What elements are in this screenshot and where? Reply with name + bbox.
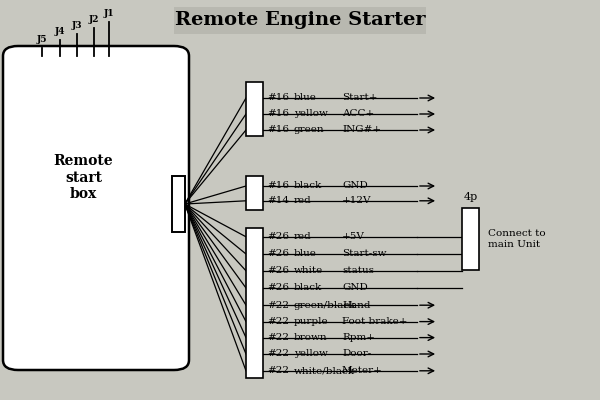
Text: +12V: +12V [342,196,371,205]
Text: Connect to
main Unit: Connect to main Unit [488,229,545,249]
Text: red: red [294,232,312,241]
Text: #22: #22 [267,301,289,310]
Text: #14: #14 [267,196,289,205]
Text: 4p: 4p [463,192,478,202]
Text: #26: #26 [267,232,289,241]
Bar [246,176,263,210]
Text: Remote
start
box: Remote start box [54,154,113,201]
Text: #22: #22 [267,366,289,375]
Text: J2: J2 [88,15,99,24]
Text: #22: #22 [267,333,289,342]
Text: #22: #22 [267,317,289,326]
Text: J5: J5 [37,35,47,44]
Text: Rpm+: Rpm+ [342,333,375,342]
Bar [246,82,263,136]
Text: blue: blue [294,94,317,102]
Text: +5V: +5V [342,232,365,241]
Text: brown: brown [294,333,328,342]
Text: Hand-: Hand- [342,301,374,310]
Text: #16: #16 [267,126,289,134]
Text: Foot brake+: Foot brake+ [342,317,407,326]
Text: Remote Engine Starter: Remote Engine Starter [175,11,425,29]
Text: Start+: Start+ [342,94,377,102]
Text: black: black [294,182,322,190]
Text: #16: #16 [267,94,289,102]
Text: GND: GND [342,284,368,292]
Bar [172,176,185,232]
Text: ING#+: ING#+ [342,126,381,134]
Text: #26: #26 [267,266,289,275]
Text: yellow: yellow [294,110,328,118]
Text: Meter+: Meter+ [342,366,383,375]
Text: white/black: white/black [294,366,355,375]
Text: Door-: Door- [342,350,371,358]
Text: yellow: yellow [294,350,328,358]
Text: GND: GND [342,182,368,190]
Text: white: white [294,266,323,275]
Text: green/black: green/black [294,301,356,310]
Text: #26: #26 [267,250,289,258]
FancyBboxPatch shape [3,46,189,370]
Bar [462,208,479,270]
Bar [246,228,263,378]
Text: J4: J4 [55,27,65,36]
Text: status: status [342,266,374,275]
Text: purple: purple [294,317,329,326]
Text: green: green [294,126,325,134]
Text: blue: blue [294,250,317,258]
Text: J1: J1 [104,9,115,18]
Text: ACC+: ACC+ [342,110,374,118]
Text: J3: J3 [71,21,82,30]
Text: black: black [294,284,322,292]
Text: #16: #16 [267,182,289,190]
Text: red: red [294,196,312,205]
Text: Start-sw: Start-sw [342,250,386,258]
Text: #22: #22 [267,350,289,358]
Text: #26: #26 [267,284,289,292]
FancyBboxPatch shape [174,7,426,34]
Text: #16: #16 [267,110,289,118]
